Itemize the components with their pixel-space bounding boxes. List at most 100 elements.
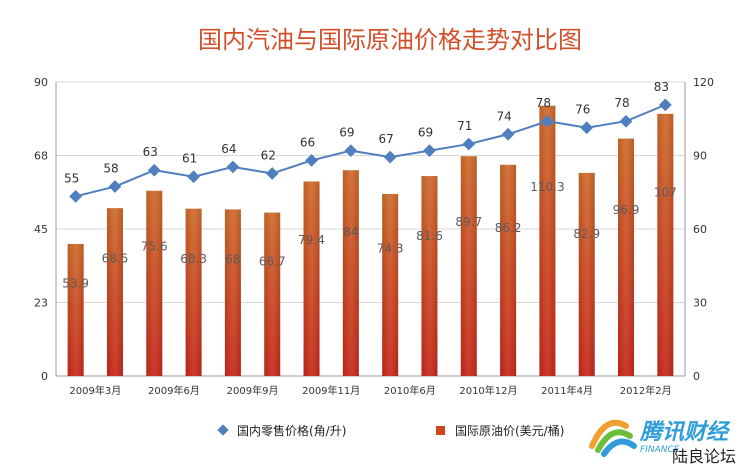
y-right-tick-label: 120 xyxy=(693,76,714,89)
line-marker xyxy=(226,160,240,174)
line-marker xyxy=(187,170,200,184)
bar-data-label: 68 xyxy=(225,252,240,266)
watermark-brand-en: FINANCE xyxy=(640,445,680,455)
y-axis-left: 0 23 45 68 90 xyxy=(34,76,48,383)
legend-label-crude: 国际原油价(美元/桶) xyxy=(455,423,564,438)
bar-series xyxy=(67,105,674,376)
line-marker xyxy=(658,98,672,112)
line-marker xyxy=(147,163,161,177)
x-axis: 2009年3月 2009年6月 2009年9月 2009年11月 2010年6月 2010… xyxy=(69,384,671,397)
bar-data-label: 81.6 xyxy=(416,229,443,243)
line-marker xyxy=(344,144,358,157)
line-data-label: 69 xyxy=(339,126,354,140)
y-right-tick-label: 0 xyxy=(693,370,700,383)
line-data-label: 74 xyxy=(496,109,511,123)
line-marker xyxy=(462,137,476,151)
bar-data-label: 74.3 xyxy=(377,242,404,256)
line-data-label: 55 xyxy=(64,171,79,185)
bar-shade xyxy=(500,164,517,376)
y-left-tick-label: 23 xyxy=(34,297,48,310)
line-series xyxy=(69,98,672,203)
line-data-label: 78 xyxy=(536,96,551,110)
x-tick-label: 2009年11月 xyxy=(302,384,360,397)
line-data-label: 78 xyxy=(614,96,629,110)
bar-shade xyxy=(264,212,281,376)
line-marker xyxy=(305,154,318,167)
bar-shade xyxy=(303,181,320,376)
x-tick-label: 2009年9月 xyxy=(227,384,279,397)
line-marker xyxy=(383,150,397,164)
line-marker xyxy=(69,189,83,203)
y-right-tick-label: 90 xyxy=(693,150,707,163)
bar-data-label: 110.3 xyxy=(530,180,564,194)
legend-bar-icon xyxy=(436,426,445,435)
line-path xyxy=(75,103,666,198)
bar-shade xyxy=(539,105,556,376)
watermark-forum: 陆良论坛 xyxy=(672,447,736,466)
bar-shade xyxy=(146,190,163,376)
line-data-label: 66 xyxy=(300,135,315,149)
line-data-label: 76 xyxy=(575,103,590,117)
x-tick-label: 2011年4月 xyxy=(541,384,593,397)
bar-data-label: 96.9 xyxy=(613,203,640,217)
line-marker xyxy=(501,127,515,141)
bar-data-label: 89.7 xyxy=(455,215,482,229)
legend: 国内零售价格(角/升) 国际原油价(美元/桶) xyxy=(217,423,564,438)
bar-shade xyxy=(106,208,123,376)
bar-data-label: 66.7 xyxy=(259,255,286,269)
line-data-label: 69 xyxy=(418,126,433,140)
y-axis-right: 0 30 60 90 120 xyxy=(693,76,714,383)
line-data-label: 63 xyxy=(143,145,158,159)
x-tick-label: 2009年3月 xyxy=(69,384,121,397)
legend-diamond-icon xyxy=(217,424,229,436)
watermark-brand: 腾讯财经 xyxy=(639,419,731,445)
x-tick-label: 2012年2月 xyxy=(620,384,672,397)
y-left-tick-label: 0 xyxy=(41,370,48,383)
bar-shade xyxy=(67,243,84,376)
bar-data-label: 86.2 xyxy=(495,221,522,235)
legend-item-bar: 国际原油价(美元/桶) xyxy=(436,423,564,438)
bar-data-label: 68.3 xyxy=(180,252,207,266)
bar-data-label: 84 xyxy=(343,225,358,239)
bar-data-label: 82.9 xyxy=(573,227,600,241)
line-marker xyxy=(423,144,436,157)
legend-label-retail: 国内零售价格(角/升) xyxy=(237,423,346,438)
line-marker xyxy=(108,180,122,193)
bar-shade xyxy=(185,208,202,376)
bar-shade xyxy=(578,172,595,376)
line-data-label: 71 xyxy=(457,119,472,133)
bar-shade xyxy=(460,156,477,376)
y-left-tick-label: 90 xyxy=(34,76,48,89)
bar-shade xyxy=(224,209,241,376)
y-right-tick-label: 30 xyxy=(693,297,707,310)
bar-data-labels: 53.9 68.5 75.6 68.3 68 66.7 79.4 84 74.3 81.6 89.7… xyxy=(62,180,677,291)
line-data-label: 64 xyxy=(221,142,236,156)
axes xyxy=(55,82,686,376)
bar-data-label: 79.4 xyxy=(298,233,325,247)
line-marker xyxy=(265,167,279,180)
bar-data-label: 107 xyxy=(654,185,677,199)
bar-shade xyxy=(421,176,438,376)
line-data-label: 58 xyxy=(103,162,118,176)
line-data-labels: 55 58 63 61 64 62 66 69 67 69 71 74 78 76 78 83 xyxy=(64,80,669,185)
y-right-tick-label: 60 xyxy=(693,223,707,236)
bar-shade xyxy=(657,113,674,376)
watermark: 腾讯财经 FINANCE 陆良论坛 xyxy=(589,419,736,466)
x-tick-label: 2009年6月 xyxy=(148,384,200,397)
x-tick-label: 2010年6月 xyxy=(384,384,436,397)
bar-data-label: 68.5 xyxy=(102,252,129,266)
bar-data-label: 75.6 xyxy=(141,239,168,253)
line-data-label: 61 xyxy=(182,152,197,166)
bar-shade xyxy=(342,170,359,376)
tencent-logo-icon xyxy=(589,419,637,457)
line-data-label: 83 xyxy=(654,80,669,94)
line-data-label: 67 xyxy=(379,132,394,146)
line-marker xyxy=(619,114,633,128)
line-data-label: 62 xyxy=(261,148,276,162)
chart-title: 国内汽油与国际原油价格走势对比图 xyxy=(198,26,582,54)
line-marker xyxy=(580,121,594,135)
y-left-tick-label: 45 xyxy=(34,223,48,236)
bar-shade xyxy=(382,193,399,376)
legend-item-line: 国内零售价格(角/升) xyxy=(217,423,346,438)
